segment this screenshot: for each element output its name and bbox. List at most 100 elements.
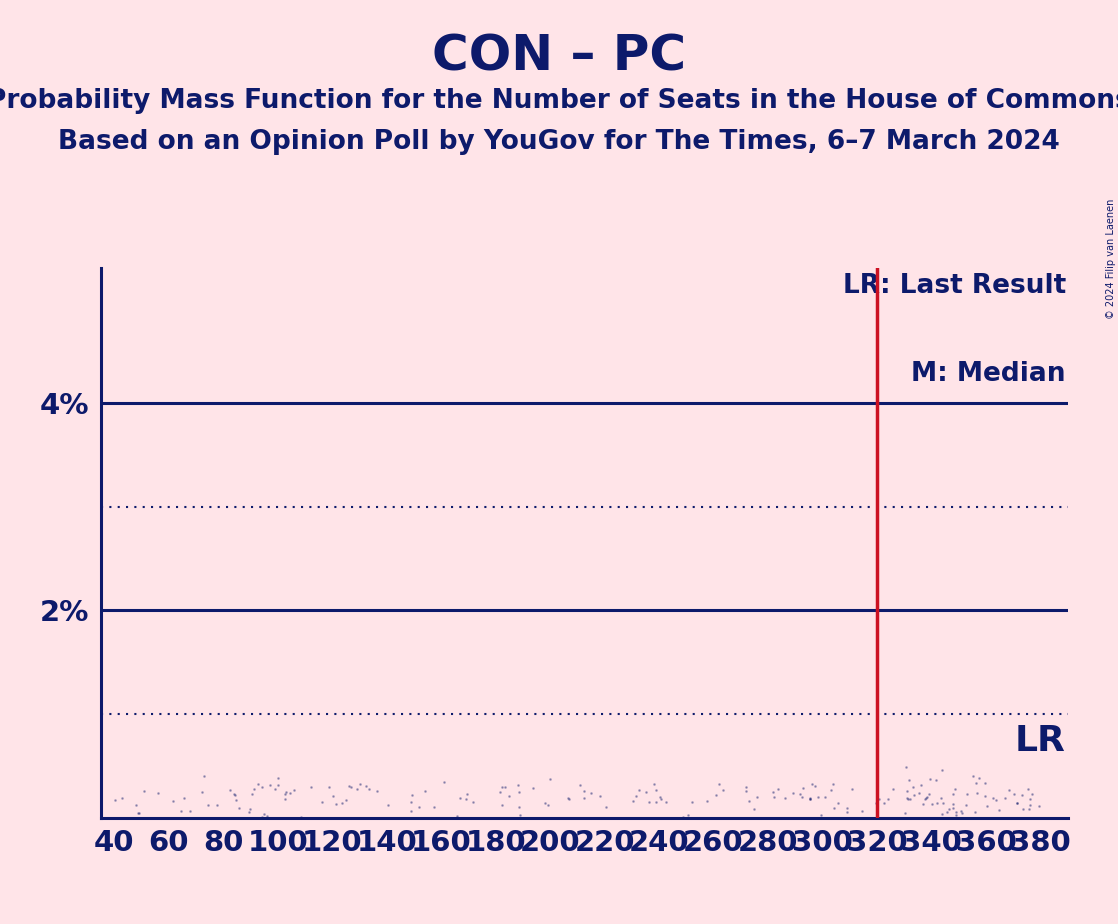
Text: Based on an Opinion Poll by YouGov for The Times, 6–7 March 2024: Based on an Opinion Poll by YouGov for T… [58, 129, 1060, 155]
Point [803, 776, 821, 791]
Point [984, 790, 1002, 805]
Point [495, 780, 513, 795]
Point [1020, 782, 1038, 796]
Point [1001, 783, 1018, 797]
Point [874, 796, 892, 810]
Point [571, 777, 589, 792]
Point [348, 782, 366, 796]
Point [968, 785, 986, 800]
Point [302, 780, 320, 795]
Point [776, 791, 794, 806]
Point [932, 762, 950, 777]
Point [976, 775, 994, 790]
Point [501, 789, 519, 804]
Point [808, 790, 826, 805]
Point [351, 777, 369, 792]
Point [226, 788, 244, 803]
Point [597, 800, 615, 815]
Point [402, 795, 420, 809]
Point [113, 791, 131, 806]
Point [341, 779, 359, 794]
Point [164, 794, 182, 808]
Point [970, 771, 988, 785]
Point [913, 796, 931, 811]
Point [904, 787, 922, 802]
Point [266, 782, 284, 796]
Point [342, 780, 360, 795]
Point [293, 809, 311, 824]
Point [838, 801, 856, 816]
Point [921, 772, 939, 786]
Point [1014, 802, 1032, 817]
Point [954, 805, 972, 820]
Point [276, 791, 294, 806]
Point [379, 797, 397, 812]
Point [269, 771, 287, 785]
Point [853, 804, 871, 819]
Point [683, 795, 701, 809]
Point [149, 785, 167, 800]
Text: © 2024 Filip van Laenen: © 2024 Filip van Laenen [1106, 199, 1116, 319]
Point [713, 783, 731, 797]
Point [324, 788, 342, 803]
Point [996, 791, 1014, 806]
Point [582, 785, 600, 800]
Point [268, 778, 286, 793]
Point [920, 786, 938, 801]
Point [646, 782, 664, 796]
Point [208, 798, 226, 813]
Point [958, 786, 976, 801]
Point [766, 790, 784, 805]
Point [126, 798, 144, 813]
Point [129, 805, 146, 820]
Point [245, 781, 263, 796]
Point [917, 791, 935, 806]
Point [978, 799, 996, 814]
Point [541, 772, 559, 786]
Point [409, 799, 427, 814]
Point [879, 792, 897, 807]
Point [769, 781, 787, 796]
Text: Probability Mass Function for the Number of Seats in the House of Commons: Probability Mass Function for the Number… [0, 88, 1118, 114]
Point [1021, 801, 1039, 816]
Point [793, 789, 811, 804]
Point [748, 789, 766, 804]
Point [800, 791, 818, 806]
Point [401, 804, 419, 819]
Point [591, 788, 609, 803]
Point [199, 798, 217, 813]
Point [402, 787, 420, 802]
Point [631, 783, 648, 797]
Point [674, 809, 692, 824]
Point [448, 809, 466, 824]
Point [285, 783, 303, 797]
Point [707, 788, 724, 803]
Point [1008, 796, 1026, 810]
Point [967, 775, 985, 790]
Point [130, 806, 148, 821]
Point [710, 777, 728, 792]
Text: LR: LR [1015, 724, 1065, 759]
Point [624, 793, 642, 808]
Point [830, 796, 847, 810]
Point [181, 803, 199, 818]
Point [646, 795, 664, 809]
Point [945, 787, 963, 802]
Point [282, 785, 300, 800]
Point [745, 802, 762, 817]
Point [416, 784, 434, 798]
Point [868, 796, 885, 810]
Point [576, 784, 594, 798]
Point [539, 797, 557, 812]
Point [225, 786, 243, 801]
Point [825, 800, 843, 815]
Point [1021, 792, 1039, 807]
Point [627, 789, 645, 804]
Text: LR: Last Result: LR: Last Result [843, 274, 1065, 299]
Point [947, 804, 965, 819]
Point [899, 790, 917, 805]
Point [897, 760, 915, 774]
Point [523, 781, 541, 796]
Point [253, 780, 271, 795]
Point [196, 768, 214, 783]
